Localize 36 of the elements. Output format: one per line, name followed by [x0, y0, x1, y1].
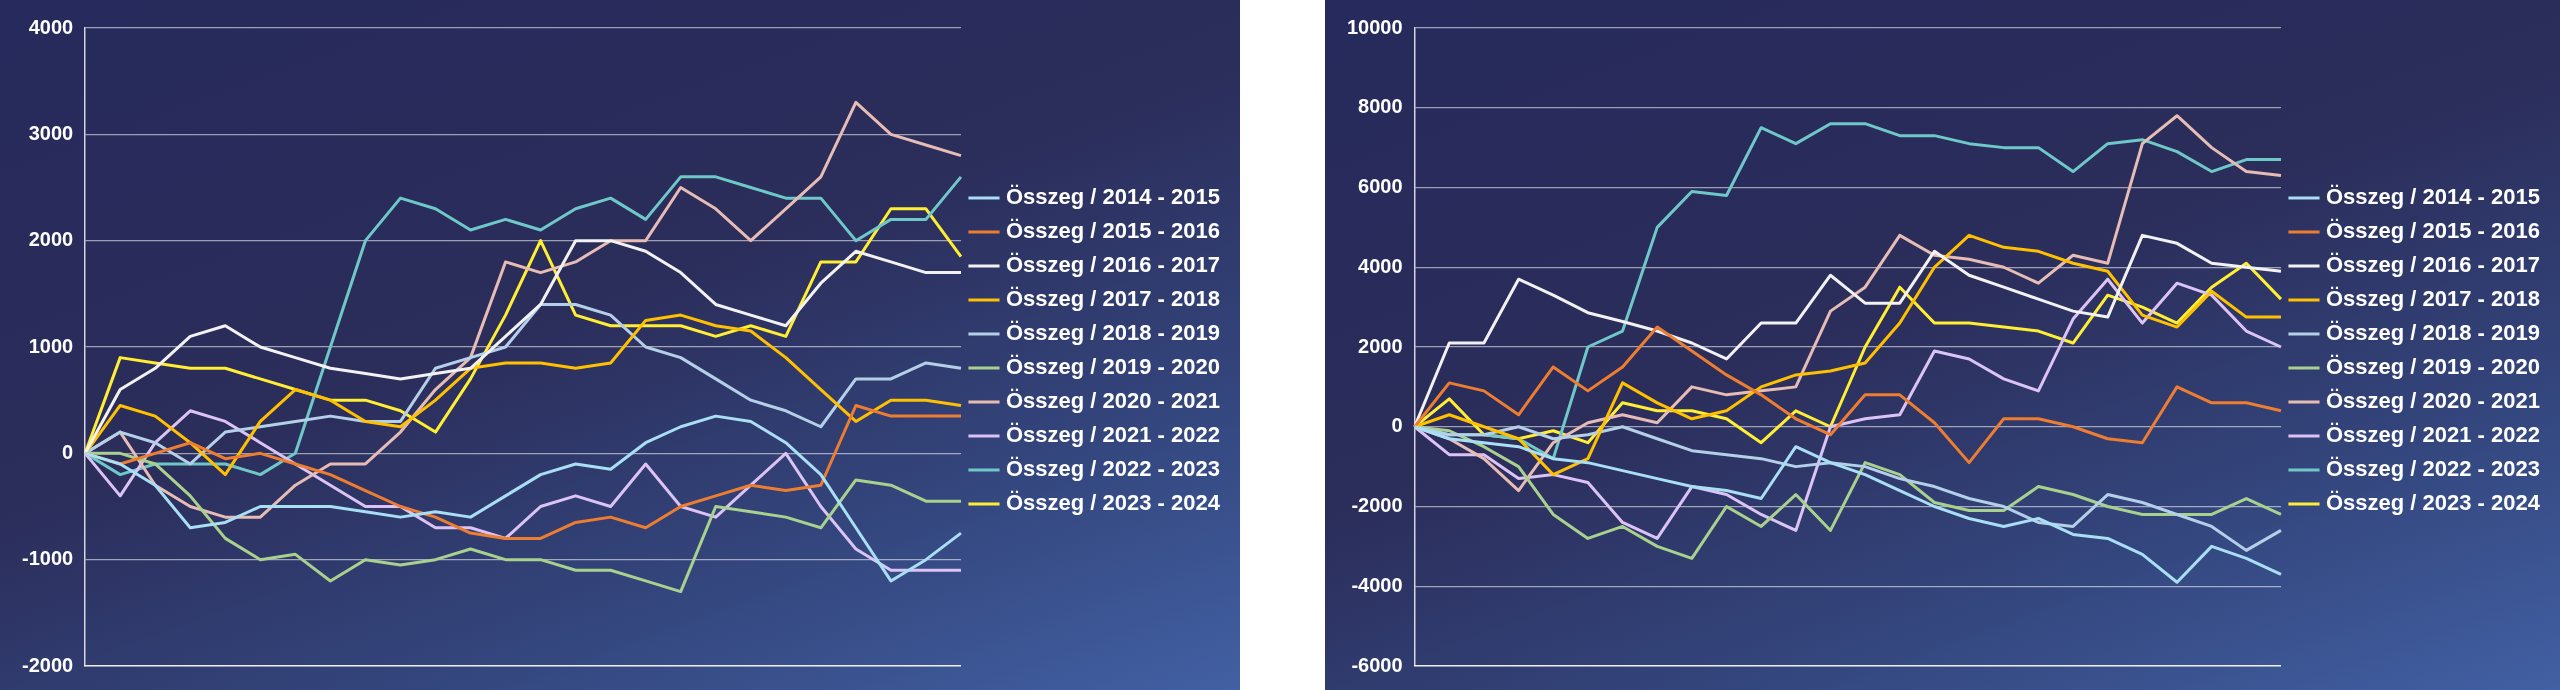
- y-tick-label: -4000: [1351, 573, 1403, 596]
- legend-label: Összeg / 2021 - 2022: [1005, 422, 1220, 448]
- legend-label: Összeg / 2014 - 2015: [2325, 184, 2540, 210]
- y-tick-label: 2000: [1358, 334, 1403, 357]
- y-tick-label: 3000: [28, 121, 74, 144]
- legend-label: Összeg / 2018 - 2019: [1005, 320, 1220, 346]
- y-tick-label: 10000: [1346, 15, 1403, 38]
- legend-label: Összeg / 2023 - 2024: [2325, 490, 2541, 516]
- y-tick-label: 1000: [28, 334, 74, 357]
- y-tick-label: -6000: [1351, 653, 1403, 676]
- y-tick-label: -2000: [22, 653, 74, 676]
- legend-label: Összeg / 2020 - 2021: [2325, 388, 2540, 414]
- y-tick-label: 0: [1391, 414, 1403, 437]
- y-tick-label: -2000: [1351, 494, 1403, 517]
- legend-label: Összeg / 2017 - 2018: [1005, 286, 1220, 312]
- legend-label: Összeg / 2022 - 2023: [1005, 456, 1220, 482]
- y-tick-label: 8000: [1358, 95, 1403, 118]
- legend-label: Összeg / 2015 - 2016: [2325, 218, 2540, 244]
- y-tick-label: 2000: [28, 228, 74, 251]
- y-tick-label: 4000: [28, 15, 74, 38]
- y-tick-label: -1000: [22, 547, 74, 570]
- legend-label: Összeg / 2016 - 2017: [2325, 252, 2540, 278]
- legend-label: Összeg / 2015 - 2016: [1005, 218, 1220, 244]
- y-tick-label: 0: [62, 440, 74, 463]
- legend-label: Összeg / 2016 - 2017: [1005, 252, 1220, 278]
- legend-label: Összeg / 2021 - 2022: [2325, 422, 2540, 448]
- legend-label: Összeg / 2018 - 2019: [2325, 320, 2540, 346]
- legend-label: Összeg / 2019 - 2020: [1005, 354, 1220, 380]
- legend-label: Összeg / 2017 - 2018: [2325, 286, 2540, 312]
- y-tick-label: 6000: [1358, 175, 1403, 198]
- legend-label: Összeg / 2019 - 2020: [2325, 354, 2540, 380]
- legend-label: Összeg / 2023 - 2024: [1005, 490, 1221, 516]
- legend-label: Összeg / 2014 - 2015: [1005, 184, 1220, 210]
- legend-label: Összeg / 2020 - 2021: [1005, 388, 1220, 414]
- legend-label: Összeg / 2022 - 2023: [2325, 456, 2540, 482]
- y-tick-label: 4000: [1358, 254, 1403, 277]
